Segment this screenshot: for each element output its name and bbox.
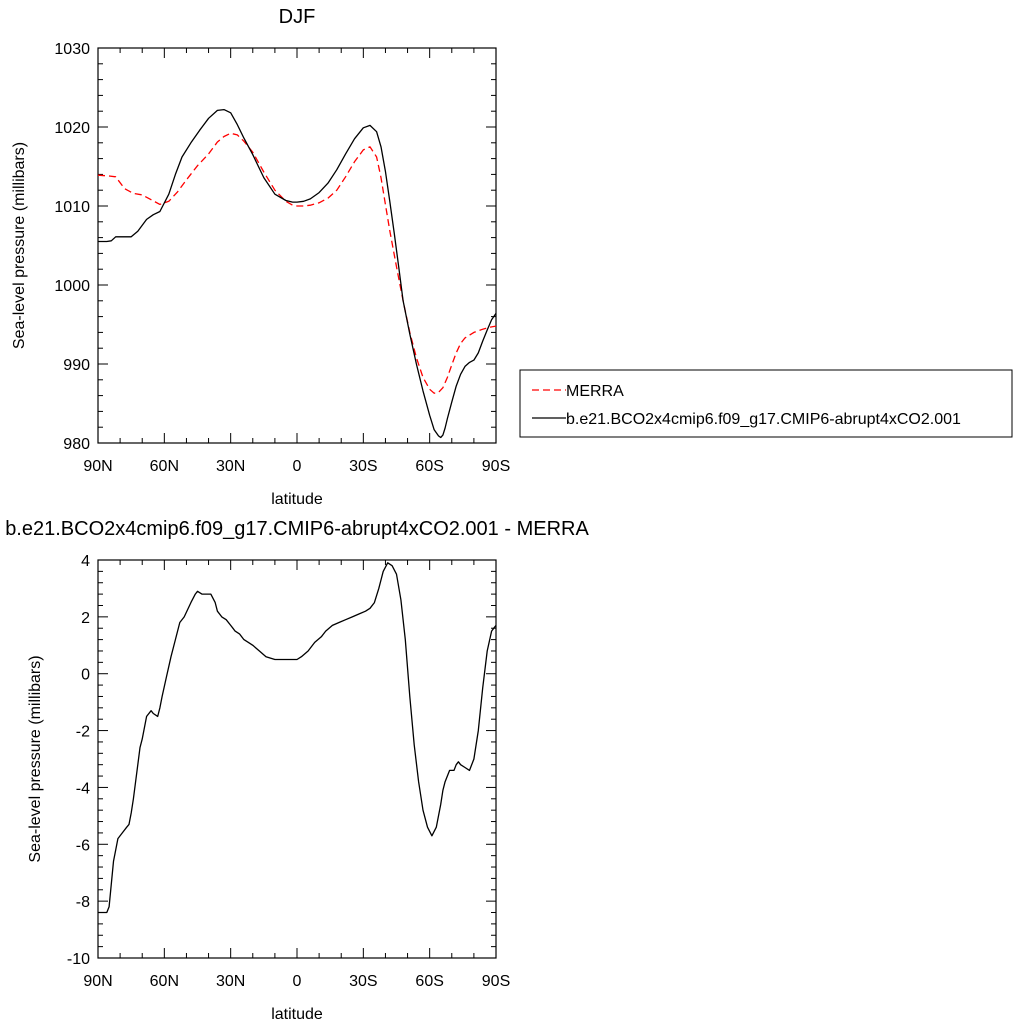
y-tick-label: -10	[67, 951, 90, 968]
y-tick-label: 1000	[54, 278, 90, 295]
y-tick-label: 1020	[54, 120, 90, 137]
x-tick-label: 60N	[150, 973, 179, 990]
x-tick-label: 60S	[415, 458, 443, 475]
series-line-2	[98, 108, 497, 439]
x-tick-label: 60S	[415, 973, 443, 990]
x-tick-label: 0	[293, 458, 302, 475]
x-tick-label: 30S	[349, 458, 377, 475]
y-tick-label: -8	[76, 894, 90, 911]
y-tick-label: -4	[76, 780, 90, 797]
x-tick-label: 90N	[83, 973, 112, 990]
y-tick-label: 0	[81, 667, 90, 684]
x-tick-label: 90S	[482, 458, 510, 475]
x-axis-label: latitude	[271, 1006, 323, 1023]
x-tick-label: 30N	[216, 458, 245, 475]
y-tick-label: 1030	[54, 41, 90, 58]
y-axis-label: Sea-level pressure (millibars)	[27, 655, 44, 862]
x-tick-label: 30N	[216, 973, 245, 990]
y-tick-label: 2	[81, 610, 90, 627]
chart-title: b.e21.BCO2x4cmip6.f09_g17.CMIP6-abrupt4x…	[5, 518, 589, 540]
x-axis-label: latitude	[271, 491, 323, 508]
x-tick-label: 90N	[83, 458, 112, 475]
plot-frame	[97, 559, 497, 959]
x-tick-label: 60N	[150, 458, 179, 475]
series-line-1	[97, 132, 497, 394]
x-tick-label: 30S	[349, 973, 377, 990]
y-axis-label: Sea-level pressure (millibars)	[11, 142, 28, 349]
y-tick-label: 980	[63, 436, 90, 453]
legend-entry-1: MERRA	[566, 383, 624, 400]
chart-panel-2: b.e21.BCO2x4cmip6.f09_g17.CMIP6-abrupt4x…	[5, 518, 589, 1023]
legend: MERRA b.e21.BCO2x4cmip6.f09_g17.CMIP6-abr…	[519, 369, 1013, 438]
chart-title: DJF	[279, 6, 316, 28]
y-tick-label: -2	[76, 724, 90, 741]
y-tick-label: 1010	[54, 199, 90, 216]
legend-entry-2: b.e21.BCO2x4cmip6.f09_g17.CMIP6-abrupt4x…	[566, 411, 961, 428]
y-tick-label: 990	[63, 357, 90, 374]
chart-panel-1: DJF 90N 60N 30N 0 30S 60S 90S 980 990 1000 1010 1020…	[11, 6, 1013, 508]
x-tick-label: 90S	[482, 973, 510, 990]
series-line-1	[98, 562, 497, 914]
legend-box	[519, 369, 1013, 438]
y-tick-label: -6	[76, 837, 90, 854]
y-tick-label: 4	[81, 553, 90, 570]
plot-frame	[97, 47, 497, 444]
x-tick-label: 0	[293, 973, 302, 990]
